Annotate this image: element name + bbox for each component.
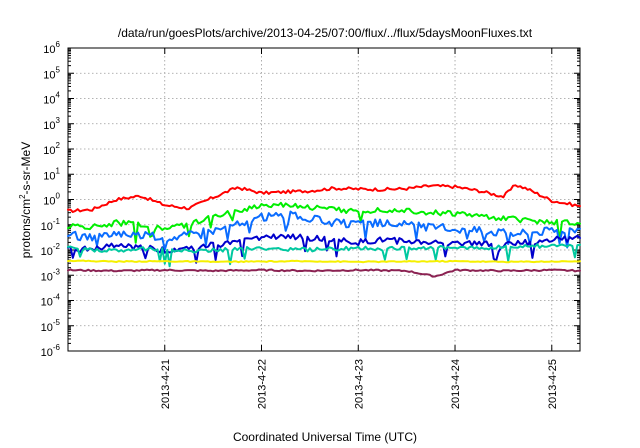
x-tick-label: 2013-4-25 <box>547 359 559 409</box>
y-tick-label-base: 10 <box>43 95 55 107</box>
y-tick-label-exponent: 4 <box>56 91 61 100</box>
y-tick-label: 10-6 <box>41 343 61 359</box>
y-tick-label-base: 10 <box>43 69 55 81</box>
y-tick-label-base: 10 <box>41 246 53 258</box>
y-tick-label: 10-5 <box>41 318 61 334</box>
series-line-4 <box>67 233 581 264</box>
y-tick-label-exponent: 2 <box>56 141 61 150</box>
x-tick-label: 2013-4-22 <box>257 359 269 409</box>
series-line-1 <box>67 183 581 213</box>
y-tick-label: 10-1 <box>41 217 61 233</box>
y-tick-label-base: 10 <box>43 120 55 132</box>
y-tick-label-base: 10 <box>41 297 53 309</box>
y-tick-label-exponent: -2 <box>53 242 61 251</box>
y-tick-label: 10-3 <box>41 267 61 283</box>
y-tick-label-base: 10 <box>43 145 55 157</box>
x-axis-label: Coordinated Universal Time (UTC) <box>233 430 417 444</box>
y-tick-label-base: 10 <box>41 271 53 283</box>
y-tick-label: 104 <box>43 91 60 107</box>
y-axis-label-superscript: 2 <box>18 194 27 199</box>
y-tick-label-base: 10 <box>43 196 55 208</box>
y-tick-label-exponent: -1 <box>53 217 61 226</box>
y-tick-label-base: 10 <box>41 221 53 233</box>
y-tick-label-base: 10 <box>43 170 55 182</box>
grid <box>68 48 580 351</box>
y-tick-label-exponent: 5 <box>56 65 61 74</box>
y-tick-label: 102 <box>43 141 60 157</box>
y-tick-label-exponent: -5 <box>53 318 61 327</box>
y-tick-label: 100 <box>43 192 60 208</box>
series-line-5 <box>67 243 581 268</box>
y-tick-label-exponent: -3 <box>53 267 61 276</box>
y-tick-label-base: 10 <box>41 322 53 334</box>
y-tick-label-base: 10 <box>43 44 55 56</box>
y-tick-label: 105 <box>43 65 60 81</box>
y-tick-label: 101 <box>43 166 60 182</box>
y-tick-label-exponent: 6 <box>56 40 61 49</box>
y-tick-label-exponent: -4 <box>53 293 61 302</box>
x-tick-label: 2013-4-21 <box>160 359 172 409</box>
series-line-7 <box>67 268 581 278</box>
series-line-6 <box>67 259 581 264</box>
x-tick-label: 2013-4-24 <box>450 359 462 409</box>
y-axis-label-main: protons/cm <box>19 199 33 258</box>
y-tick-label-exponent: 3 <box>56 116 61 125</box>
chart-title: /data/run/goesPlots/archive/2013-04-25/0… <box>118 26 533 40</box>
y-tick-label-exponent: 0 <box>56 192 61 201</box>
y-tick-label: 10-2 <box>41 242 61 258</box>
series-layer <box>67 183 581 278</box>
y-axis-label-rest: -s-sr-MeV <box>19 142 33 195</box>
y-tick-label-exponent: -6 <box>53 343 61 352</box>
y-tick-label: 103 <box>43 116 60 132</box>
x-axis: 2013-4-21 2013-4-22 2013-4-23 2013-4-24 2013… <box>160 48 559 409</box>
y-axis-label: protons/cm2-s-sr-MeV <box>18 142 33 258</box>
y-tick-label: 106 <box>43 40 60 56</box>
y-tick-label-exponent: 1 <box>56 166 61 175</box>
y-tick-label: 10-4 <box>41 293 61 309</box>
y-tick-label-base: 10 <box>41 347 53 359</box>
x-tick-label: 2013-4-23 <box>353 359 365 409</box>
series-line-3 <box>67 210 581 251</box>
